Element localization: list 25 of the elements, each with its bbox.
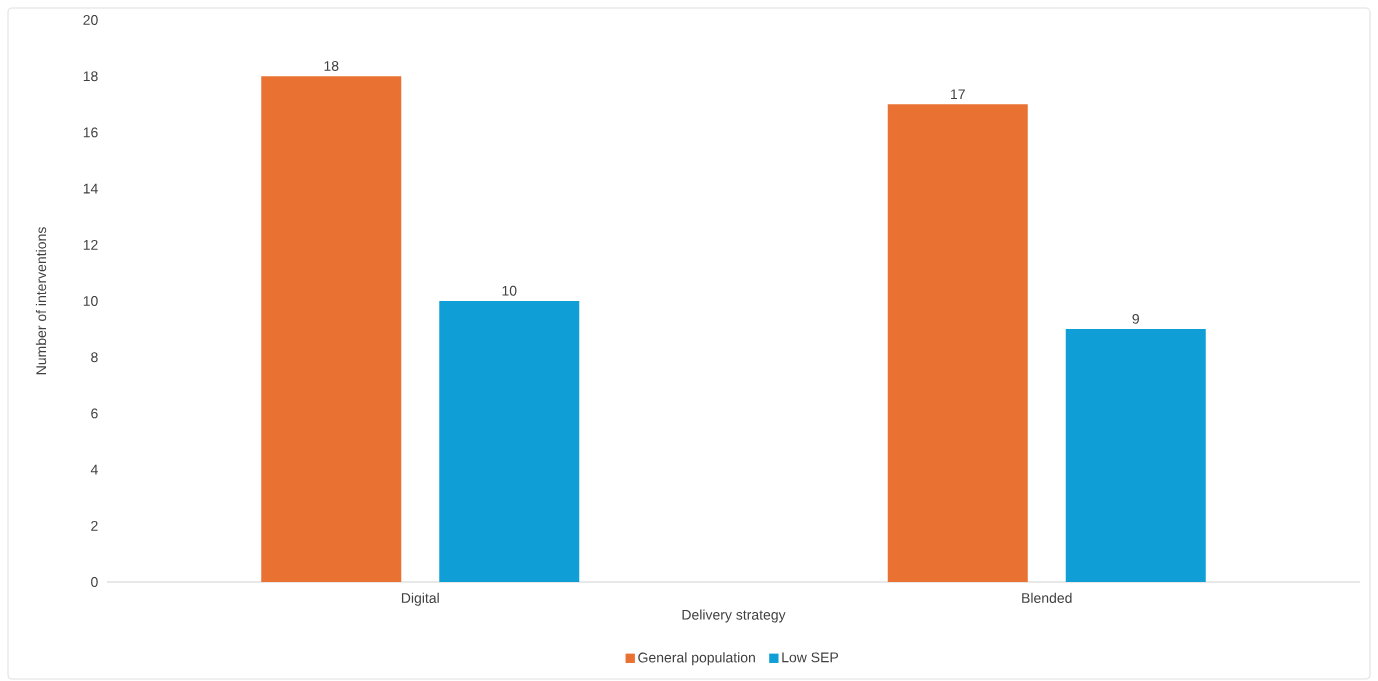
- legend-label: General population: [638, 652, 755, 666]
- x-tick-label: Blended: [1022, 592, 1072, 603]
- data-label: 10: [502, 285, 517, 296]
- y-tick-label: 8: [91, 352, 98, 363]
- bar: [439, 300, 580, 582]
- bar: [261, 76, 402, 582]
- y-tick-label: 2: [91, 520, 98, 531]
- bar: [1065, 329, 1206, 582]
- y-tick-label: 12: [83, 239, 98, 250]
- bar: [887, 104, 1028, 582]
- data-label: 9: [1132, 313, 1139, 324]
- x-axis-title: Delivery strategy: [682, 609, 786, 623]
- data-label: 17: [951, 89, 965, 100]
- x-tick-label: Digital: [401, 592, 439, 606]
- legend-label: Low SEP: [782, 652, 839, 663]
- y-tick-label: 0: [91, 577, 98, 587]
- y-axis-title: Number of interventions: [35, 227, 47, 375]
- y-tick-label: 14: [83, 183, 98, 194]
- y-tick-label: 4: [90, 464, 98, 475]
- y-tick-label: 6: [91, 408, 98, 419]
- data-label: 18: [324, 61, 339, 71]
- y-tick-label: 18: [83, 71, 98, 82]
- y-tick-label: 20: [83, 15, 98, 25]
- y-tick-label: 16: [83, 127, 98, 138]
- y-tick-label: 10: [83, 296, 98, 306]
